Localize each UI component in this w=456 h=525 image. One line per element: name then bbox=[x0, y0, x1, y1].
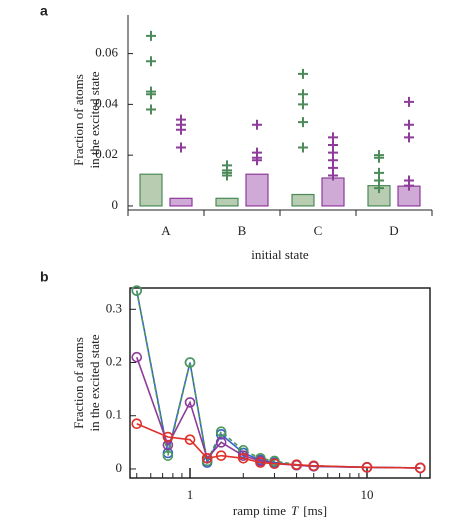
series-marker bbox=[291, 459, 302, 470]
y-axis-label: Fraction of atoms in the excited state bbox=[71, 334, 102, 431]
plus-point bbox=[328, 170, 338, 181]
plus-point bbox=[298, 99, 308, 110]
plus-point bbox=[298, 142, 308, 153]
series-marker bbox=[269, 458, 280, 469]
plus-point bbox=[374, 152, 384, 163]
x-tick-label: C bbox=[314, 223, 323, 238]
plus-point bbox=[404, 180, 414, 191]
y-tick-label: 0.04 bbox=[95, 95, 118, 110]
series-line bbox=[135, 290, 421, 469]
x-tick-label: 1 bbox=[187, 487, 194, 502]
bar bbox=[321, 177, 345, 207]
series-line bbox=[135, 356, 421, 469]
plus-point bbox=[176, 142, 186, 153]
plus-point bbox=[176, 124, 186, 135]
series-marker bbox=[131, 418, 143, 430]
series-marker bbox=[308, 460, 320, 472]
x-tick-label: 10 bbox=[360, 487, 373, 502]
x-axis-label: initial state bbox=[251, 247, 309, 262]
plus-point bbox=[404, 119, 414, 130]
series-marker bbox=[184, 357, 196, 368]
plus-point bbox=[252, 155, 262, 166]
plus-point bbox=[404, 96, 414, 107]
y-axis-label-line: Fraction of atoms bbox=[71, 74, 86, 166]
series-line bbox=[135, 290, 421, 469]
series-marker bbox=[131, 351, 143, 363]
y-tick-label: 0.3 bbox=[106, 300, 122, 315]
bar bbox=[245, 173, 269, 207]
x-axis-label-part: [ms] bbox=[303, 503, 327, 518]
series-marker bbox=[215, 450, 227, 461]
series-marker bbox=[162, 450, 174, 461]
plus-point bbox=[146, 89, 156, 100]
series-marker bbox=[162, 431, 174, 443]
series-marker bbox=[361, 462, 373, 473]
y-axis-label-line: in the excited state bbox=[87, 71, 102, 168]
plus-point bbox=[146, 104, 156, 115]
plus-point bbox=[146, 30, 156, 41]
bar bbox=[215, 197, 239, 207]
y-tick-label: 0 bbox=[112, 197, 119, 212]
panel-label: b bbox=[40, 269, 49, 285]
x-axis-label-part: T bbox=[291, 503, 299, 518]
plus-point bbox=[252, 119, 262, 130]
y-tick-label: 0.06 bbox=[95, 45, 118, 60]
series-marker bbox=[414, 462, 426, 474]
plus-point bbox=[298, 68, 308, 79]
x-axis-label: ramp time T [ms] bbox=[233, 503, 327, 518]
series-marker bbox=[237, 453, 249, 464]
plus-point bbox=[298, 117, 308, 128]
bar bbox=[139, 173, 163, 207]
x-axis-label-part: ramp time bbox=[233, 503, 286, 518]
series-marker bbox=[131, 285, 143, 296]
series-marker bbox=[184, 434, 196, 445]
plus-point bbox=[404, 132, 414, 143]
plus-point bbox=[222, 170, 232, 181]
y-tick-label: 0.2 bbox=[106, 353, 122, 368]
bar bbox=[291, 193, 315, 207]
series-marker bbox=[215, 426, 227, 437]
panel-label: a bbox=[40, 3, 48, 19]
bar bbox=[169, 197, 193, 207]
y-tick-label: 0.02 bbox=[95, 146, 118, 161]
y-axis-label-line: Fraction of atoms bbox=[71, 337, 86, 429]
series-marker bbox=[162, 439, 174, 451]
plus-point bbox=[146, 56, 156, 67]
x-tick-label: D bbox=[389, 223, 398, 238]
series-line bbox=[136, 422, 421, 469]
y-axis-label: Fraction of atoms in the excited state bbox=[71, 71, 102, 168]
series-marker bbox=[215, 437, 227, 448]
y-tick-label: 0 bbox=[116, 460, 123, 475]
plus-point bbox=[374, 183, 384, 194]
series-marker bbox=[184, 397, 196, 408]
series-marker bbox=[201, 453, 213, 464]
y-tick-label: 0.1 bbox=[106, 407, 122, 422]
x-tick-label: A bbox=[161, 223, 171, 238]
x-tick-label: B bbox=[238, 223, 247, 238]
series-marker bbox=[255, 457, 266, 468]
y-axis-label-line: in the excited state bbox=[87, 334, 102, 431]
plus-point bbox=[298, 89, 308, 100]
plot-frame bbox=[129, 287, 431, 479]
